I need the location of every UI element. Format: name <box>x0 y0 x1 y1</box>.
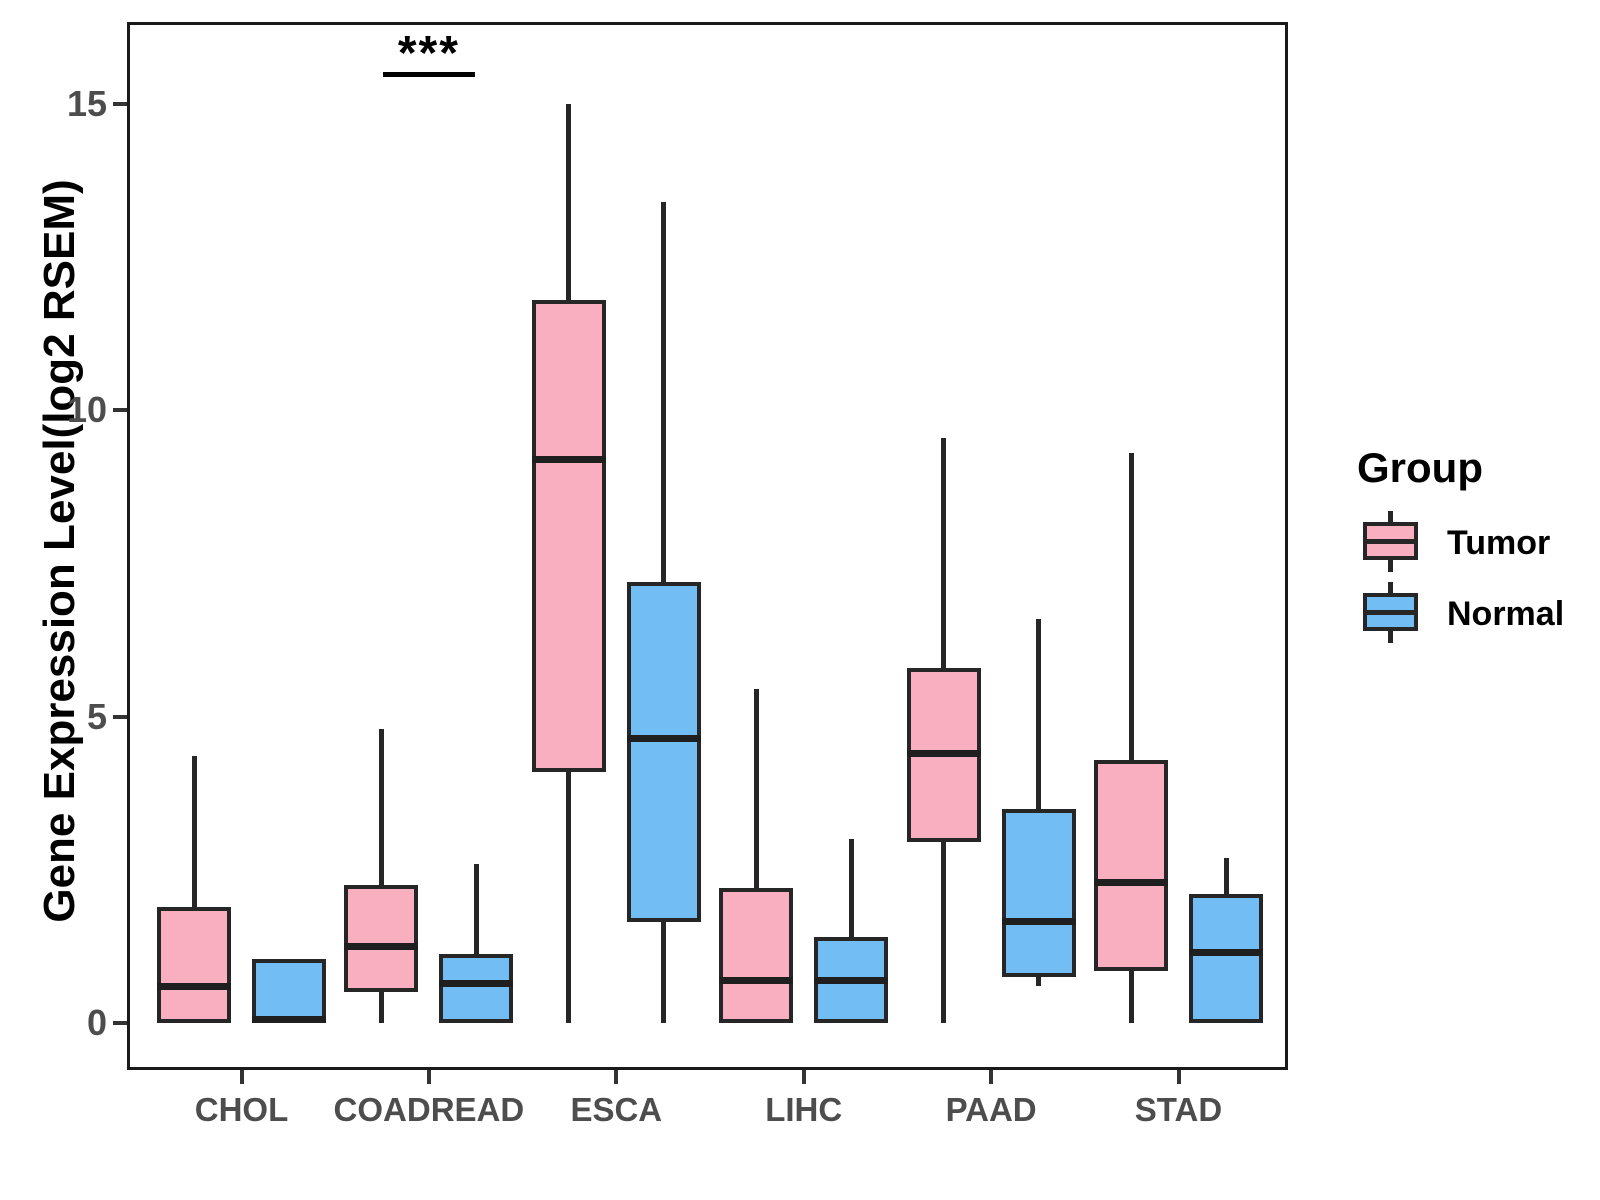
whisker-upper-tumor-paad <box>941 437 947 668</box>
median-tumor-stad <box>1094 878 1168 886</box>
y-tick-mark <box>113 101 127 106</box>
whisker-upper-tumor-stad <box>1128 453 1134 760</box>
y-tick-label: 15 <box>66 82 107 124</box>
x-tick-mark <box>801 1070 806 1084</box>
median-normal-paad <box>1001 918 1076 926</box>
median-normal-chol <box>252 1016 326 1024</box>
y-tick-mark <box>113 408 127 413</box>
box-tumor-stad <box>1094 759 1168 971</box>
x-tick-label-lihc: LIHC <box>765 1091 843 1128</box>
x-tick-mark <box>239 1070 244 1084</box>
whisker-upper-tumor-chol <box>191 756 197 907</box>
whisker-lower-normal-esca <box>661 921 667 1023</box>
legend-title: Group <box>1357 444 1483 491</box>
whisker-upper-normal-paad <box>1036 618 1042 809</box>
whisker-lower-tumor-coadread <box>378 992 384 1023</box>
y-tick-label: 5 <box>86 695 107 737</box>
y-axis-title: Gene Expression Level(log2 RSEM) <box>35 179 84 923</box>
whisker-lower-tumor-esca <box>566 771 572 1023</box>
x-tick-mark <box>1176 1070 1181 1084</box>
median-tumor-lihc <box>719 976 794 984</box>
median-tumor-esca <box>531 455 606 463</box>
legend-normal-key-median <box>1363 610 1418 615</box>
whisker-upper-normal-lihc <box>848 839 854 938</box>
box-tumor-coadread <box>344 885 419 993</box>
y-tick-mark <box>113 714 127 719</box>
legend-label-normal: Normal <box>1447 595 1565 633</box>
median-tumor-coadread <box>344 942 419 950</box>
x-tick-mark <box>426 1070 431 1084</box>
whisker-upper-normal-esca <box>661 202 667 582</box>
y-tick-label: 10 <box>66 389 107 431</box>
legend-tumor-key-whisker-bottom <box>1388 560 1393 572</box>
median-normal-esca <box>626 734 701 742</box>
x-tick-mark <box>614 1070 619 1084</box>
whisker-upper-normal-stad <box>1223 857 1229 895</box>
box-normal-esca <box>626 581 701 922</box>
x-tick-label-coadread: COADREAD <box>333 1091 525 1128</box>
box-normal-coadread <box>439 953 514 1023</box>
median-tumor-paad <box>906 749 981 757</box>
x-tick-label-paad: PAAD <box>945 1091 1037 1128</box>
median-normal-stad <box>1189 949 1263 957</box>
whisker-lower-normal-paad <box>1036 977 1042 987</box>
whisker-upper-tumor-lihc <box>753 689 759 889</box>
box-tumor-lihc <box>719 888 794 1023</box>
whisker-lower-tumor-stad <box>1128 970 1134 1023</box>
x-tick-label-chol: CHOL <box>194 1091 289 1128</box>
box-normal-stad <box>1189 894 1263 1023</box>
legend-normal-key-whisker-bottom <box>1388 631 1393 643</box>
whisker-lower-tumor-paad <box>941 842 947 1023</box>
legend-normal-key-whisker-top <box>1388 582 1393 594</box>
legend-tumor-key-median <box>1363 539 1418 544</box>
box-tumor-esca <box>531 300 606 772</box>
box-normal-paad <box>1001 808 1076 978</box>
legend-label-tumor: Tumor <box>1447 524 1551 562</box>
whisker-upper-tumor-esca <box>566 103 572 301</box>
median-normal-coadread <box>439 979 514 987</box>
x-tick-label-esca: ESCA <box>570 1091 663 1128</box>
whisker-upper-normal-coadread <box>473 863 479 954</box>
median-normal-lihc <box>814 976 889 984</box>
legend-tumor-key-whisker-top <box>1388 511 1393 523</box>
box-tumor-chol <box>157 906 231 1023</box>
significance-line <box>382 72 475 77</box>
x-tick-label-stad: STAD <box>1134 1091 1223 1128</box>
median-tumor-chol <box>157 982 231 990</box>
y-tick-mark <box>113 1021 127 1025</box>
y-tick-label: 0 <box>86 1002 107 1043</box>
x-tick-mark <box>989 1070 994 1084</box>
significance-stars: *** <box>397 27 460 80</box>
box-normal-chol <box>252 958 326 1023</box>
whisker-upper-tumor-coadread <box>378 728 384 886</box>
